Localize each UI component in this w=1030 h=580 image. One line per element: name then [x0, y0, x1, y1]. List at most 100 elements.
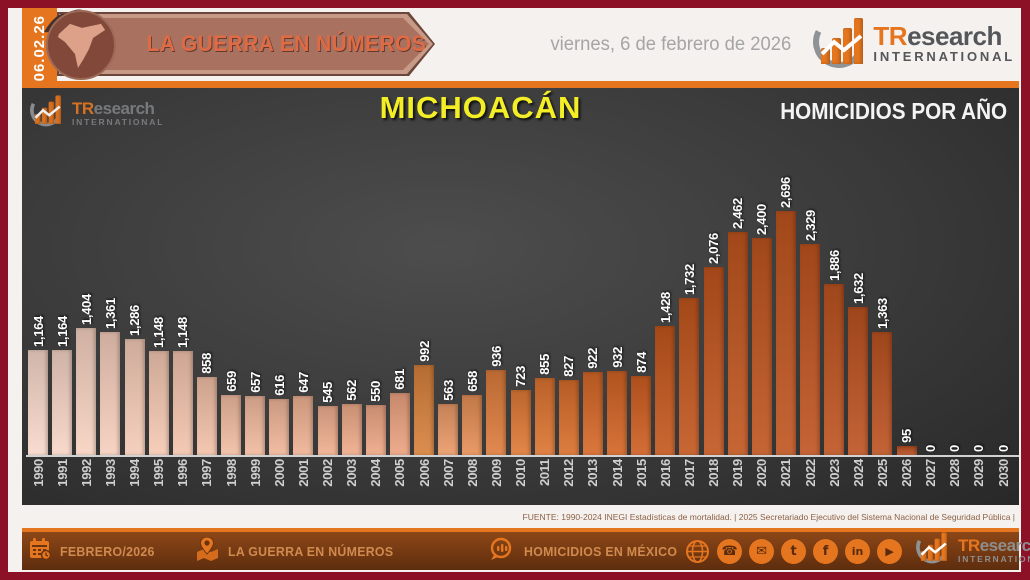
phone-icon[interactable]: ☎	[717, 538, 743, 564]
bar-value-label: 855	[537, 354, 553, 375]
bar	[196, 377, 217, 455]
bar	[293, 396, 314, 455]
bar	[679, 298, 700, 455]
bar-group-1992: 1,404	[74, 294, 98, 455]
bar-group-2024: 1,632	[846, 273, 870, 455]
page: 06.02.26 LA GUERRA EN NÚMEROS viernes, 6…	[8, 3, 1030, 572]
bar	[534, 378, 555, 455]
map-pin-icon	[194, 535, 220, 566]
bar	[558, 380, 579, 455]
bar-value-label: 657	[247, 372, 263, 393]
x-tick-1992: 1992	[78, 459, 94, 487]
footer-item-series: LA GUERRA EN NÚMEROS	[194, 535, 402, 566]
bar-group-2025: 1,363	[870, 298, 894, 455]
bar	[607, 371, 628, 455]
bar-group-2001: 647	[291, 372, 315, 455]
bar-group-2000: 616	[267, 375, 291, 455]
bar-group-2015: 874	[629, 352, 653, 455]
bar-value-label: 562	[344, 380, 360, 401]
x-tick-2024: 2024	[850, 459, 866, 487]
bar-value-label: 1,148	[175, 316, 191, 348]
x-tick-2015: 2015	[633, 459, 649, 487]
bar	[486, 370, 507, 455]
bar-value-label: 95	[899, 429, 915, 443]
bar-group-2029: 0	[967, 445, 991, 455]
bar-value-label: 1,732	[681, 263, 697, 295]
bar-value-label: 858	[199, 353, 215, 374]
x-axis-labels: 1990 1991 1992 1993 1994 1995 1996 1997 1998 1999…	[26, 459, 1015, 503]
bar-value-label: 0	[923, 445, 939, 452]
bar-value-label: 647	[295, 372, 311, 393]
bar-value-label: 616	[271, 375, 287, 396]
brand-logo-watermark: TResearch INTERNATIONAL	[25, 89, 164, 136]
bar-value-label: 874	[633, 352, 649, 373]
bar	[341, 404, 362, 455]
linkedin-icon[interactable]: in	[845, 538, 871, 564]
x-tick-2014: 2014	[609, 459, 625, 487]
bar-group-1996: 1,148	[171, 317, 195, 455]
x-tick-2019: 2019	[730, 459, 746, 487]
bar-group-2005: 681	[388, 369, 412, 455]
globe-icon[interactable]	[685, 539, 710, 564]
bar	[221, 395, 242, 455]
x-tick-1998: 1998	[223, 459, 239, 487]
bar	[751, 238, 772, 455]
bar	[269, 399, 290, 455]
bar-group-2017: 1,732	[677, 264, 701, 455]
bar-group-2020: 2,400	[750, 204, 774, 455]
bar-group-2014: 932	[605, 347, 629, 455]
bar-group-2004: 550	[364, 381, 388, 455]
x-tick-1999: 1999	[247, 459, 263, 487]
bar	[703, 267, 724, 455]
bar-value-label: 1,632	[850, 272, 866, 304]
header-date: viernes, 6 de febrero de 2026	[550, 34, 791, 55]
bar-group-2019: 2,462	[726, 198, 750, 455]
bar-value-label: 936	[488, 346, 504, 367]
bar	[365, 405, 386, 455]
bar-group-2008: 658	[460, 371, 484, 455]
brand-logo-header: TResearch INTERNATIONAL	[806, 9, 1015, 75]
email-icon[interactable]: ✉	[749, 538, 775, 564]
x-tick-2008: 2008	[464, 459, 480, 487]
bar-group-2023: 1,886	[822, 250, 846, 455]
bar-value-label: 0	[947, 445, 963, 452]
x-tick-2000: 2000	[271, 459, 287, 487]
bar-group-2026: 95	[895, 429, 919, 455]
bar-value-label: 723	[513, 366, 529, 387]
bar	[800, 244, 821, 455]
bar-value-label: 545	[320, 382, 336, 403]
x-tick-2029: 2029	[971, 459, 987, 487]
header-divider	[22, 81, 1019, 88]
bar-value-label: 2,329	[802, 209, 818, 241]
facebook-icon[interactable]: f	[813, 538, 839, 564]
bar-group-2003: 562	[340, 380, 364, 455]
x-tick-1990: 1990	[30, 459, 46, 487]
bar	[462, 395, 483, 455]
x-tick-2010: 2010	[513, 459, 529, 487]
twitter-icon[interactable]: t	[781, 538, 807, 564]
bar-value-label: 1,886	[826, 249, 842, 281]
social-icons: ☎ ✉ t f in ▶	[685, 538, 903, 564]
x-tick-2012: 2012	[561, 459, 577, 487]
x-tick-2017: 2017	[681, 459, 697, 487]
bar-group-2021: 2,696	[774, 177, 798, 455]
plot-area: 1,164 1,164 1,404 1,361 1,286 1,148 1,148 858 65…	[26, 133, 1015, 455]
bar	[896, 446, 917, 455]
bar	[655, 326, 676, 455]
bar-value-label: 658	[464, 371, 480, 392]
bar-group-2007: 563	[436, 380, 460, 455]
chart-panel: TResearch INTERNATIONAL MICHOACÁN HOMICI…	[22, 88, 1019, 505]
bar	[582, 372, 603, 455]
bar	[317, 406, 338, 455]
bar	[631, 376, 652, 455]
x-tick-2003: 2003	[344, 459, 360, 487]
chart-subtitle: HOMICIDIOS POR AÑO	[780, 98, 1007, 124]
x-tick-2027: 2027	[923, 459, 939, 487]
x-tick-1995: 1995	[151, 459, 167, 487]
banner-title: LA GUERRA EN NÚMEROS	[146, 31, 427, 56]
x-tick-2022: 2022	[802, 459, 818, 487]
youtube-icon[interactable]: ▶	[877, 538, 903, 564]
bar	[172, 351, 193, 455]
bar-group-2002: 545	[316, 382, 340, 455]
